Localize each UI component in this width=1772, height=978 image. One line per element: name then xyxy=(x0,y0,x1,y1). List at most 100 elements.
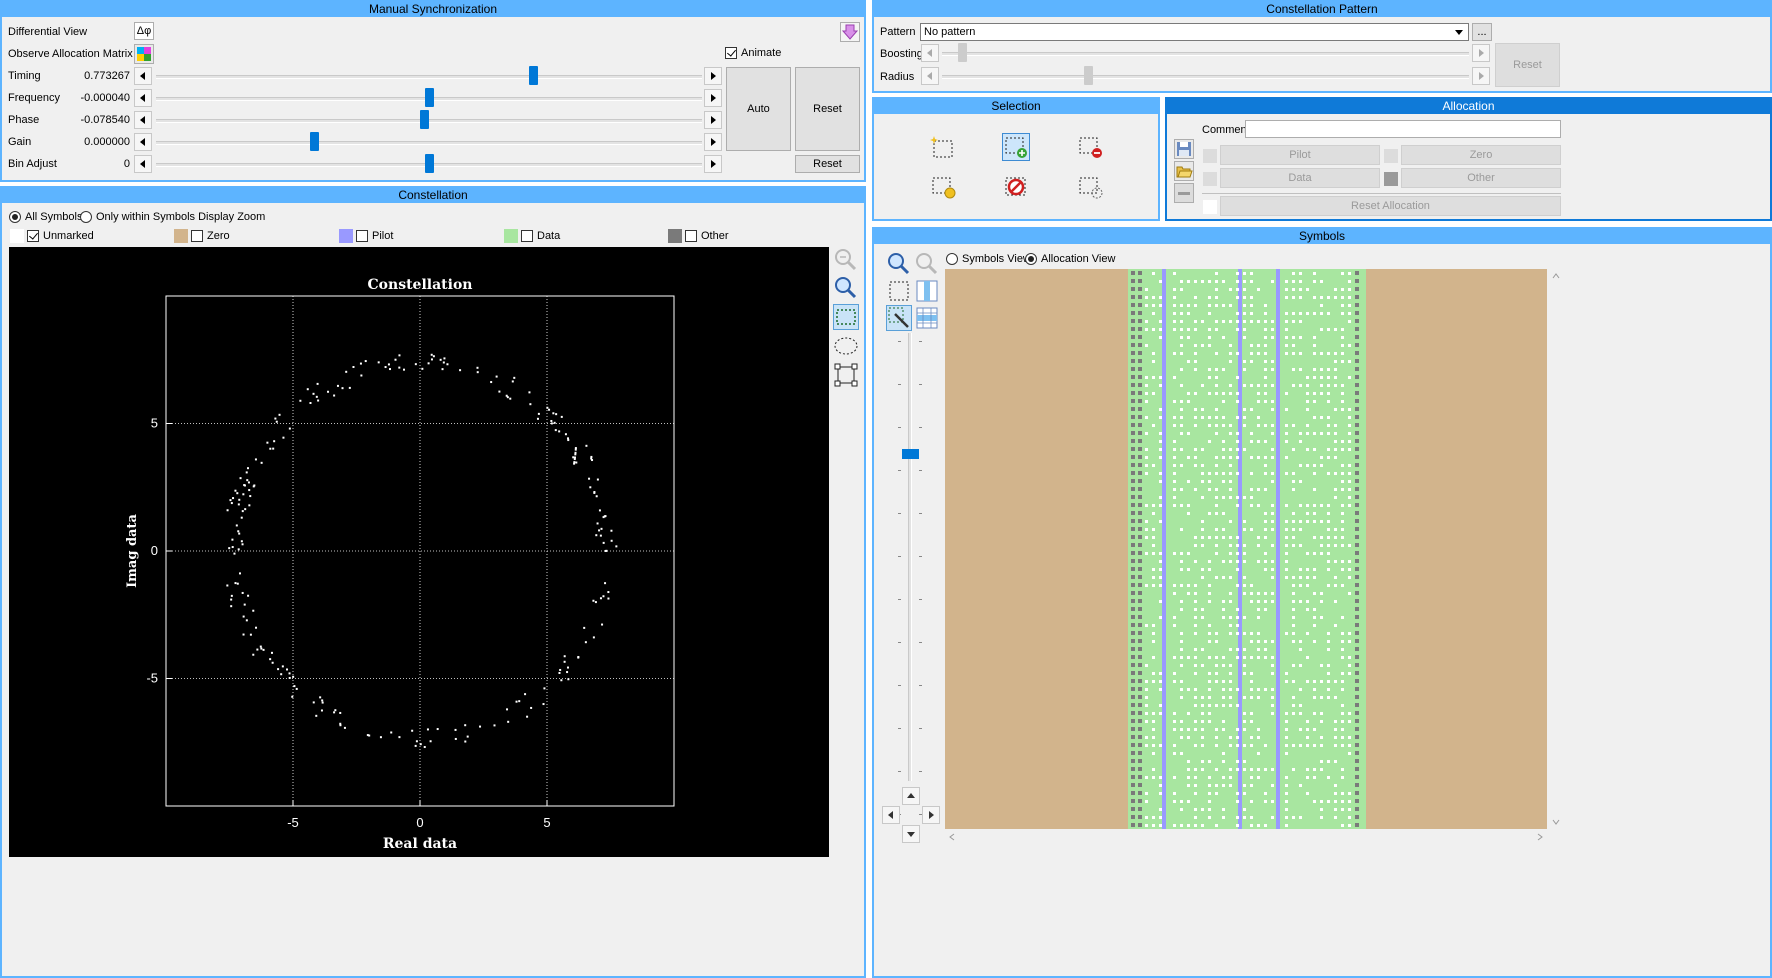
unmarked-symbol xyxy=(1271,504,1274,507)
data-button[interactable]: Data xyxy=(1220,168,1380,188)
pan-right-button[interactable] xyxy=(922,806,940,824)
constellation-point xyxy=(454,728,457,731)
unmarked-symbol xyxy=(1173,624,1176,627)
intersect-selection-button[interactable] xyxy=(929,173,957,201)
zoom-symbols-radio[interactable] xyxy=(80,211,92,223)
clear-selection-button[interactable] xyxy=(1002,173,1030,201)
symbols-view-radio[interactable] xyxy=(946,253,958,265)
boosting-decrease[interactable] xyxy=(921,44,939,62)
unmarked-symbol xyxy=(1145,328,1148,331)
zoom-slider-track[interactable] xyxy=(908,333,912,781)
slider-decrease-1[interactable] xyxy=(134,89,152,107)
legend-checkbox-0[interactable] xyxy=(27,230,39,242)
unmarked-symbol xyxy=(1159,432,1162,435)
magnifier-tool[interactable] xyxy=(833,275,859,301)
rect-select-tool[interactable] xyxy=(833,304,859,330)
boosting-slider-thumb[interactable] xyxy=(957,43,967,62)
symbols-magic-wand-tool[interactable] xyxy=(886,305,912,331)
pilot-button[interactable]: Pilot xyxy=(1220,145,1380,165)
slider-decrease-4[interactable] xyxy=(134,155,152,173)
symbols-vertical-scrollbar[interactable] xyxy=(1549,269,1563,829)
slider-increase-2[interactable] xyxy=(704,111,722,129)
radius-increase[interactable] xyxy=(1472,67,1490,85)
slider-increase-4[interactable] xyxy=(704,155,722,173)
symbols-column-select-tool[interactable] xyxy=(914,278,940,304)
transform-tool[interactable] xyxy=(833,362,859,388)
slider-decrease-3[interactable] xyxy=(134,133,152,151)
slider-decrease-2[interactable] xyxy=(134,111,152,129)
zoom-slider-thumb[interactable] xyxy=(902,448,919,459)
boosting-track[interactable] xyxy=(942,52,1469,56)
unmarked-symbol xyxy=(1264,392,1267,395)
slider-increase-1[interactable] xyxy=(704,89,722,107)
observe-allocation-button[interactable] xyxy=(134,44,154,64)
zoom-in-tool[interactable] xyxy=(833,247,859,273)
add-selection-button[interactable] xyxy=(1002,133,1030,161)
invert-selection-button[interactable] xyxy=(1076,173,1104,201)
minimize-allocation-button[interactable] xyxy=(1174,183,1194,203)
unmarked-symbol xyxy=(1173,296,1176,299)
unmarked-symbol xyxy=(1341,480,1344,483)
pattern-more-button[interactable]: ... xyxy=(1472,23,1492,41)
radius-decrease[interactable] xyxy=(921,67,939,85)
unmarked-symbol xyxy=(1271,328,1274,331)
reset-button[interactable]: Reset xyxy=(795,67,860,151)
legend-checkbox-4[interactable] xyxy=(685,230,697,242)
slider-thumb-1[interactable] xyxy=(425,88,434,107)
bin-adjust-reset-button[interactable]: Reset xyxy=(795,155,860,173)
slider-track-2[interactable] xyxy=(156,119,702,123)
slider-thumb-3[interactable] xyxy=(310,132,320,151)
unmarked-symbol xyxy=(1271,360,1274,363)
symbols-zoom-tool[interactable] xyxy=(886,251,912,277)
slider-thumb-2[interactable] xyxy=(419,110,429,129)
pan-left-button[interactable] xyxy=(882,806,900,824)
slider-decrease-0[interactable] xyxy=(134,67,152,85)
radius-slider-thumb[interactable] xyxy=(1084,66,1094,85)
reset-allocation-button[interactable]: Reset Allocation xyxy=(1220,196,1561,216)
symbols-rect-select-tool[interactable] xyxy=(886,278,912,304)
comment-input[interactable] xyxy=(1245,120,1561,138)
unmarked-symbol xyxy=(1201,416,1204,419)
unmarked-symbol xyxy=(1187,592,1190,595)
pan-up-button[interactable] xyxy=(902,787,920,805)
auto-button[interactable]: Auto xyxy=(726,67,791,151)
slider-track-3[interactable] xyxy=(156,141,702,145)
save-allocation-button[interactable] xyxy=(1174,139,1194,159)
unmarked-symbol xyxy=(1236,472,1239,475)
allocation-view-radio[interactable] xyxy=(1025,253,1037,265)
remove-selection-button[interactable] xyxy=(1076,133,1104,161)
differential-view-button[interactable]: Δφ xyxy=(134,22,154,40)
open-allocation-button[interactable] xyxy=(1174,161,1194,181)
unmarked-symbol xyxy=(1201,824,1204,827)
legend-checkbox-2[interactable] xyxy=(356,230,368,242)
constellation-plot-area[interactable]: -5 0 5 -5 0 5 Constellation Real data Imag data xyxy=(9,247,829,857)
pattern-select[interactable]: No pattern xyxy=(920,23,1469,41)
pan-down-button[interactable] xyxy=(902,825,920,843)
legend-checkbox-1[interactable] xyxy=(191,230,203,242)
symbols-horizontal-scrollbar[interactable] xyxy=(945,830,1547,844)
boosting-increase[interactable] xyxy=(1472,44,1490,62)
unmarked-symbol xyxy=(1250,720,1253,723)
unmarked-symbol xyxy=(1152,736,1155,739)
slider-track-0[interactable] xyxy=(156,75,702,79)
slider-increase-3[interactable] xyxy=(704,133,722,151)
legend-checkbox-3[interactable] xyxy=(521,230,533,242)
zero-button[interactable]: Zero xyxy=(1401,145,1561,165)
allocation-matrix-view[interactable] xyxy=(945,269,1547,829)
new-selection-button[interactable] xyxy=(929,133,957,161)
slider-thumb-0[interactable] xyxy=(528,66,538,85)
unmarked-symbol xyxy=(1187,432,1190,435)
slider-increase-0[interactable] xyxy=(704,67,722,85)
pattern-reset-button[interactable]: Reset xyxy=(1495,43,1560,87)
export-down-button[interactable] xyxy=(840,22,860,42)
radius-track[interactable] xyxy=(942,75,1469,79)
all-symbols-radio[interactable] xyxy=(9,211,21,223)
symbols-zoom-in-tool[interactable] xyxy=(914,251,940,277)
boosting-label: Boosting xyxy=(880,48,923,60)
animate-checkbox[interactable] xyxy=(725,47,737,59)
slider-thumb-4[interactable] xyxy=(425,154,434,173)
other-button[interactable]: Other xyxy=(1401,168,1561,188)
symbols-row-select-tool[interactable] xyxy=(914,305,940,331)
unmarked-symbol xyxy=(1341,584,1344,587)
ellipse-select-tool[interactable] xyxy=(833,333,859,359)
